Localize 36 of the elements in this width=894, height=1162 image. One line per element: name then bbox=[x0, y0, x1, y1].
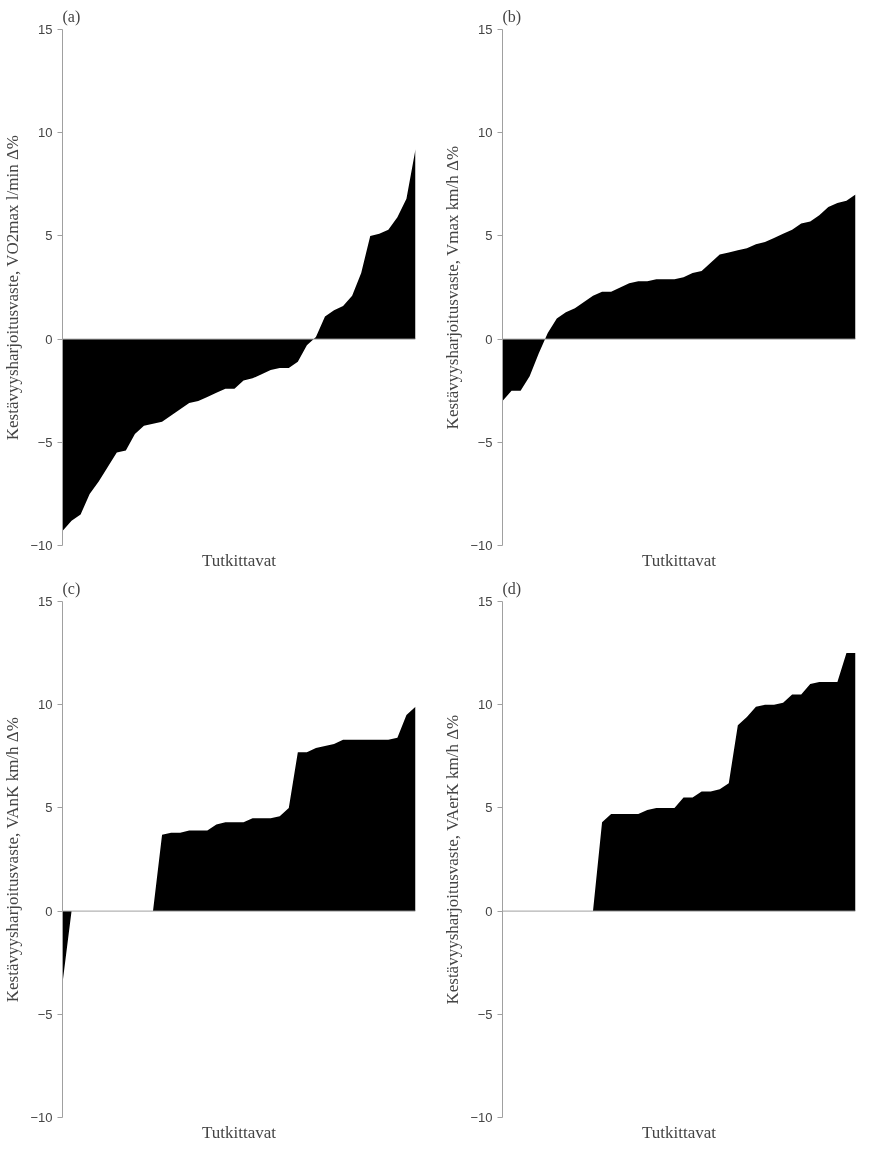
y-tick-label: 5 bbox=[485, 800, 493, 816]
y-tick-label: −10 bbox=[470, 1110, 493, 1125]
chart-title: (a) bbox=[62, 7, 81, 26]
y-tick-label: 0 bbox=[485, 331, 493, 347]
y-tick-label: 10 bbox=[38, 125, 53, 141]
y-axis-title: Kestävyysharjoitusvaste, Vmax km/h Δ% bbox=[443, 145, 463, 430]
y-axis-title: Kestävyysharjoitusvaste, VO2max l/min Δ% bbox=[3, 135, 23, 441]
y-tick-label: 5 bbox=[45, 800, 53, 816]
y-tick-label: −5 bbox=[477, 434, 493, 450]
y-tick-label: −10 bbox=[30, 1110, 53, 1125]
y-tick-label: 10 bbox=[38, 697, 53, 713]
x-axis-title: Tutkittavat bbox=[642, 550, 717, 570]
chart-title: (b) bbox=[502, 7, 522, 26]
y-tick-label: 10 bbox=[478, 125, 493, 141]
y-tick-label: 5 bbox=[45, 228, 53, 244]
chart-title: (c) bbox=[62, 579, 81, 598]
y-tick-label: −10 bbox=[470, 538, 493, 553]
y-tick-label: −5 bbox=[477, 1006, 493, 1022]
y-tick-label: −10 bbox=[30, 538, 53, 553]
y-tick-label: 15 bbox=[38, 594, 53, 609]
y-tick-label: 0 bbox=[45, 331, 53, 347]
y-tick-label: 15 bbox=[38, 22, 53, 37]
x-axis-title: Tutkittavat bbox=[202, 550, 277, 570]
y-axis-title: Kestävyysharjoitusvaste, VAerK km/h Δ% bbox=[443, 714, 463, 1005]
y-tick-label: 15 bbox=[478, 594, 493, 609]
y-tick-label: 5 bbox=[485, 228, 493, 244]
y-tick-label: −5 bbox=[37, 1006, 53, 1022]
y-tick-label: 0 bbox=[45, 903, 53, 919]
y-tick-label: 15 bbox=[478, 22, 493, 37]
y-tick-label: −5 bbox=[37, 434, 53, 450]
x-axis-title: Tutkittavat bbox=[642, 1122, 717, 1142]
x-axis-title: Tutkittavat bbox=[202, 1122, 277, 1142]
y-axis-title: Kestävyysharjoitusvaste, VAnK km/h Δ% bbox=[3, 717, 23, 1003]
chart-title: (d) bbox=[502, 579, 522, 598]
y-tick-label: 0 bbox=[485, 903, 493, 919]
y-tick-label: 10 bbox=[478, 697, 493, 713]
